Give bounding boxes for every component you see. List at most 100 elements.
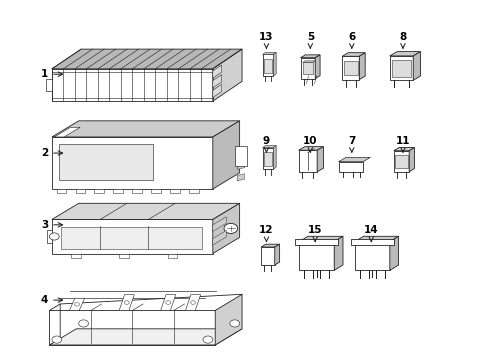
Polygon shape bbox=[212, 49, 242, 101]
Polygon shape bbox=[46, 78, 52, 91]
Polygon shape bbox=[262, 145, 276, 148]
Polygon shape bbox=[315, 55, 320, 78]
Polygon shape bbox=[71, 253, 81, 258]
Polygon shape bbox=[338, 157, 369, 162]
Polygon shape bbox=[300, 58, 315, 78]
Polygon shape bbox=[212, 217, 226, 231]
Text: 4: 4 bbox=[41, 295, 62, 305]
Polygon shape bbox=[412, 51, 420, 80]
Polygon shape bbox=[215, 294, 242, 345]
Polygon shape bbox=[170, 189, 179, 193]
Polygon shape bbox=[189, 189, 198, 193]
Text: 12: 12 bbox=[259, 225, 273, 242]
Polygon shape bbox=[49, 304, 60, 345]
Text: 3: 3 bbox=[41, 220, 62, 230]
Polygon shape bbox=[274, 244, 279, 265]
Polygon shape bbox=[167, 253, 177, 258]
Polygon shape bbox=[393, 151, 408, 172]
Circle shape bbox=[52, 336, 61, 343]
Polygon shape bbox=[52, 49, 242, 69]
Polygon shape bbox=[391, 60, 410, 77]
Polygon shape bbox=[408, 148, 414, 172]
Polygon shape bbox=[342, 53, 365, 56]
Polygon shape bbox=[395, 155, 407, 168]
Text: 7: 7 bbox=[347, 136, 355, 152]
Polygon shape bbox=[359, 53, 365, 80]
Polygon shape bbox=[262, 52, 276, 54]
Polygon shape bbox=[338, 162, 362, 172]
Circle shape bbox=[124, 301, 129, 304]
Text: 15: 15 bbox=[307, 225, 322, 242]
Polygon shape bbox=[333, 236, 342, 270]
Polygon shape bbox=[52, 220, 212, 253]
Polygon shape bbox=[389, 236, 398, 270]
Circle shape bbox=[229, 320, 239, 327]
Polygon shape bbox=[264, 152, 271, 166]
Text: 6: 6 bbox=[347, 32, 355, 48]
Polygon shape bbox=[302, 61, 315, 62]
Polygon shape bbox=[119, 253, 129, 258]
Polygon shape bbox=[389, 51, 420, 56]
Polygon shape bbox=[212, 85, 221, 98]
Circle shape bbox=[203, 336, 212, 343]
Polygon shape bbox=[237, 174, 244, 181]
Polygon shape bbox=[212, 75, 221, 88]
Polygon shape bbox=[389, 56, 412, 80]
Polygon shape bbox=[113, 189, 122, 193]
Polygon shape bbox=[69, 298, 84, 310]
Text: 14: 14 bbox=[363, 225, 378, 242]
Polygon shape bbox=[52, 203, 239, 220]
Polygon shape bbox=[119, 295, 134, 310]
Bar bbox=[61, 227, 202, 249]
Polygon shape bbox=[262, 148, 273, 169]
Polygon shape bbox=[342, 56, 359, 80]
Text: 13: 13 bbox=[259, 32, 273, 48]
Circle shape bbox=[49, 233, 59, 240]
Polygon shape bbox=[160, 295, 175, 310]
Polygon shape bbox=[54, 127, 80, 137]
Polygon shape bbox=[300, 55, 320, 58]
Circle shape bbox=[190, 301, 195, 304]
Circle shape bbox=[224, 224, 237, 233]
Polygon shape bbox=[354, 242, 389, 270]
Text: 1: 1 bbox=[41, 69, 62, 79]
Text: 8: 8 bbox=[399, 32, 406, 48]
Text: 11: 11 bbox=[395, 136, 409, 152]
Polygon shape bbox=[212, 65, 221, 78]
Polygon shape bbox=[273, 145, 276, 169]
Text: 2: 2 bbox=[41, 148, 62, 158]
Polygon shape bbox=[212, 121, 239, 189]
Polygon shape bbox=[262, 54, 273, 76]
Polygon shape bbox=[273, 52, 276, 76]
Polygon shape bbox=[261, 247, 274, 265]
Polygon shape bbox=[237, 151, 244, 158]
Polygon shape bbox=[317, 147, 323, 172]
Polygon shape bbox=[52, 69, 212, 101]
Polygon shape bbox=[350, 239, 393, 245]
Polygon shape bbox=[298, 147, 323, 150]
Polygon shape bbox=[299, 242, 333, 270]
Polygon shape bbox=[237, 162, 244, 170]
Polygon shape bbox=[212, 230, 226, 245]
Polygon shape bbox=[234, 146, 246, 166]
Text: 9: 9 bbox=[263, 136, 269, 152]
Polygon shape bbox=[185, 295, 200, 310]
Polygon shape bbox=[299, 236, 342, 242]
Polygon shape bbox=[343, 61, 357, 75]
Polygon shape bbox=[302, 62, 312, 75]
Polygon shape bbox=[393, 148, 414, 151]
Polygon shape bbox=[261, 244, 279, 247]
Polygon shape bbox=[57, 189, 66, 193]
Polygon shape bbox=[295, 239, 337, 245]
Polygon shape bbox=[52, 137, 212, 189]
Polygon shape bbox=[47, 230, 52, 243]
Polygon shape bbox=[354, 236, 398, 242]
Circle shape bbox=[165, 301, 170, 304]
Circle shape bbox=[74, 302, 79, 306]
Polygon shape bbox=[76, 189, 85, 193]
Polygon shape bbox=[212, 203, 239, 253]
Text: 10: 10 bbox=[303, 136, 317, 152]
Polygon shape bbox=[264, 59, 271, 73]
Circle shape bbox=[79, 320, 88, 327]
Text: 5: 5 bbox=[306, 32, 313, 48]
